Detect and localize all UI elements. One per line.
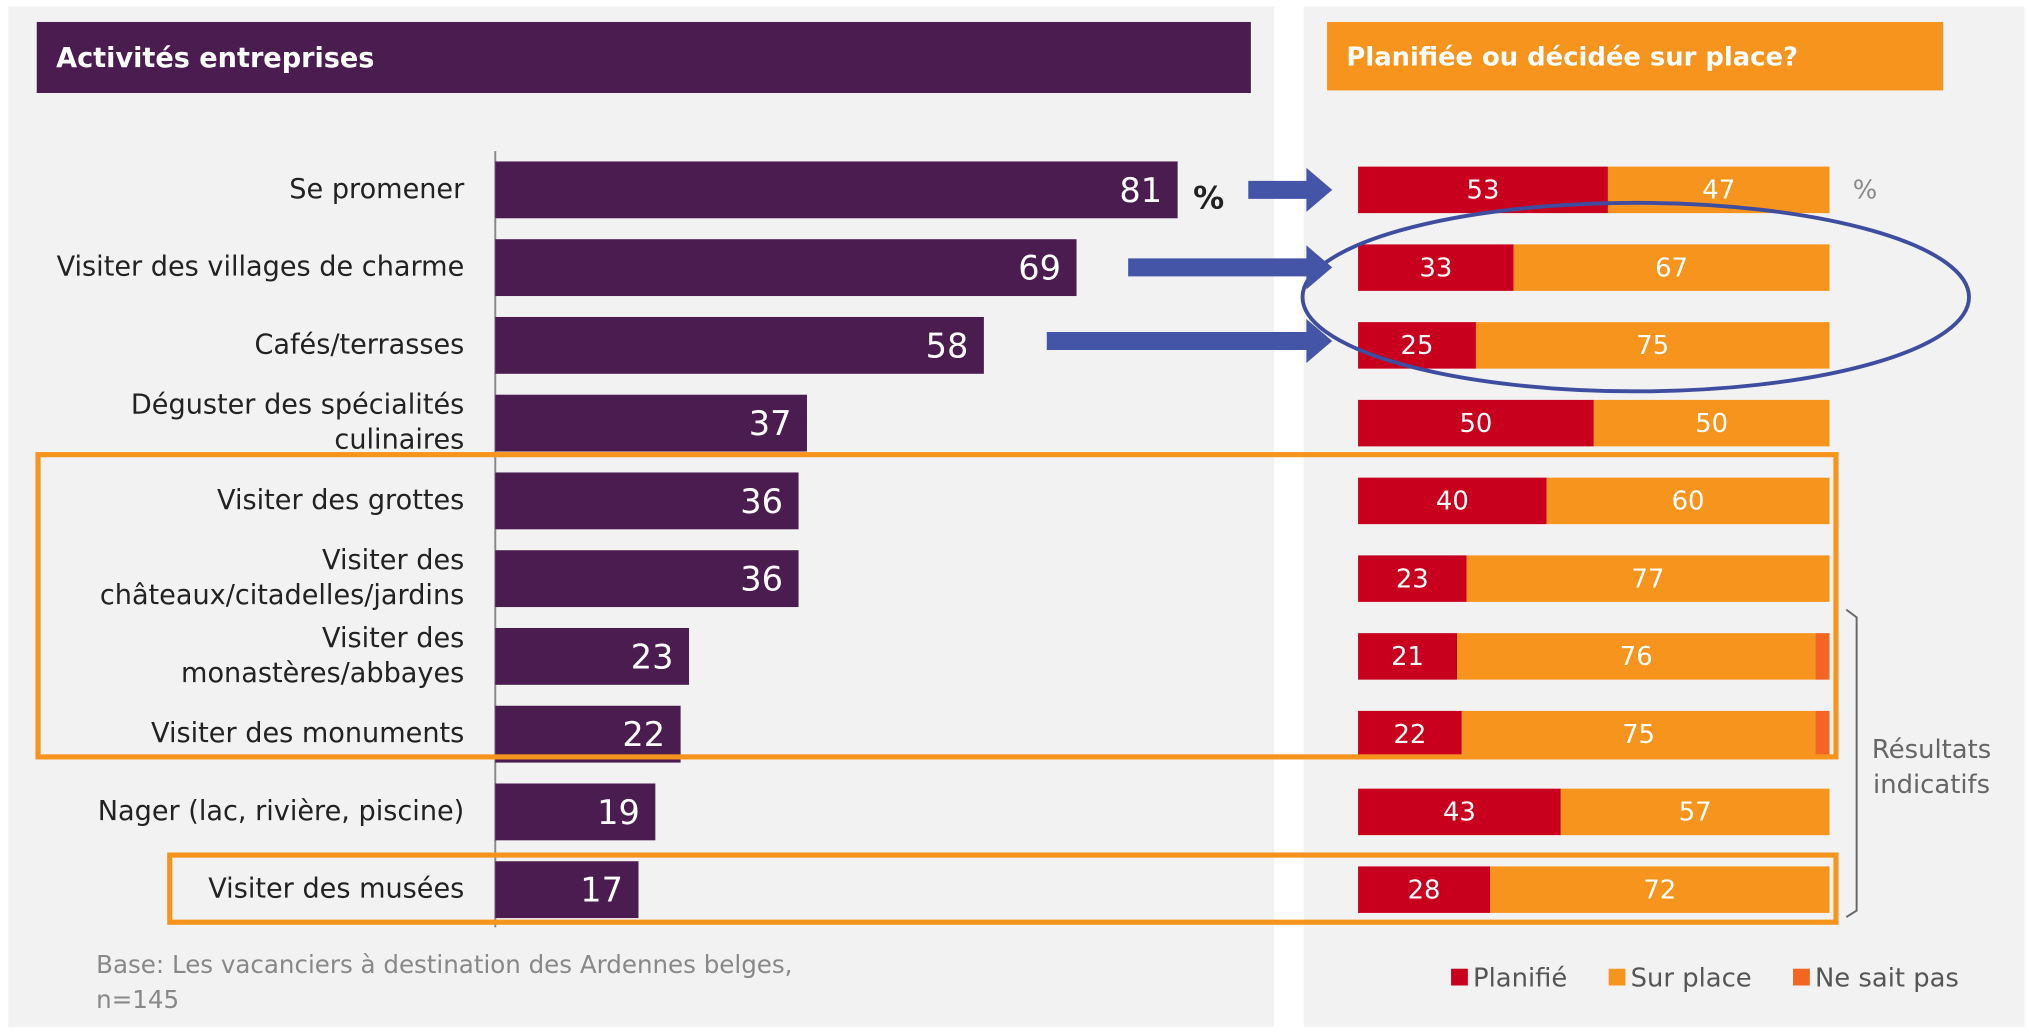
value-label: 75: [1636, 331, 1669, 361]
value-label: 28: [1408, 875, 1441, 905]
category-label: Visiter des monuments: [151, 718, 464, 749]
bar-segment: [1358, 633, 1458, 680]
bar-segment: [1358, 477, 1547, 525]
bar: [495, 316, 984, 374]
bar-segment: [1461, 710, 1816, 758]
highlight-box: [167, 852, 1839, 925]
highlight-box: [35, 452, 1839, 760]
category-label: Se promener: [289, 173, 465, 204]
bar-segment: [1358, 244, 1514, 291]
bar: [495, 861, 639, 919]
value-label: 22: [1393, 720, 1426, 750]
overlays: [35, 200, 1971, 925]
value-label: 23: [631, 637, 674, 676]
note: n=145: [96, 985, 179, 1014]
annotation: Résultats: [1872, 735, 1991, 765]
value-label: 58: [926, 326, 969, 365]
legend-label: Sur place: [1631, 964, 1752, 994]
value-label: 69: [1018, 249, 1061, 288]
value-label: 50: [1459, 409, 1492, 439]
bar: [495, 239, 1077, 297]
value-label: 22: [622, 715, 665, 754]
value-label: 19: [597, 793, 640, 832]
legend-swatch: [1793, 968, 1810, 986]
arrow: [1248, 167, 1333, 212]
legend-label: Planifié: [1473, 964, 1567, 994]
bar: [495, 550, 799, 608]
bar: [495, 783, 656, 841]
bar-segment: [1513, 244, 1830, 291]
bar-segment: [1358, 788, 1561, 836]
legend-swatch: [1451, 968, 1468, 986]
bar: [495, 161, 1178, 219]
value-label: 40: [1436, 487, 1469, 517]
bar-segment: [1490, 866, 1830, 913]
category-label: Visiter des châteaux/citadelles/jardins: [100, 545, 464, 611]
bracket: [1845, 608, 1858, 918]
value-label: 76: [1620, 642, 1653, 672]
bar-segment: [1358, 710, 1462, 758]
bar: [495, 627, 690, 685]
value-label: 53: [1467, 176, 1500, 206]
bar-segment: [1457, 633, 1816, 680]
category-label: Cafés/terrasses: [254, 329, 464, 360]
highlight-ellipse: [1300, 200, 1971, 394]
bar-segment: [1358, 866, 1491, 913]
annotation: indicatifs: [1873, 770, 1990, 800]
right-title: Planifiée ou décidée sur place?: [1346, 43, 1798, 73]
value-label: 36: [740, 482, 783, 521]
value-label: 21: [1391, 642, 1424, 672]
bar-segment: [1466, 555, 1830, 602]
bar-segment: [1593, 399, 1830, 447]
bar-segment: [1358, 399, 1594, 447]
bar: [495, 472, 799, 530]
value-label: 57: [1679, 798, 1712, 828]
category-label: Visiter des musées: [208, 873, 464, 904]
category-label: Visiter des grottes: [217, 484, 464, 515]
value-label: 47: [1702, 176, 1735, 206]
value-label: 81: [1119, 171, 1162, 210]
bar-segment: [1815, 710, 1830, 758]
unit-label: %: [1193, 181, 1224, 217]
value-label: 25: [1401, 331, 1434, 361]
value-label: 43: [1443, 798, 1476, 828]
value-label: 33: [1419, 253, 1452, 283]
legend-swatch: [1608, 968, 1626, 986]
bar-segment: [1560, 788, 1830, 836]
category-label: Visiter des monastères/abbayes: [181, 622, 464, 688]
bar: [495, 394, 807, 452]
bar: [495, 705, 681, 763]
arrow: [1046, 319, 1333, 363]
bar-segment: [1358, 555, 1467, 602]
marks: Se promener 81 % Visiter des villages de ch…: [57, 161, 1991, 1014]
bar-segment: [1475, 322, 1830, 369]
left-title: Activités entreprises: [56, 43, 374, 74]
note: Base: Les vacanciers à destination des A…: [96, 950, 792, 979]
value-label: 50: [1695, 409, 1728, 439]
arrow: [1128, 245, 1333, 290]
value-label: 75: [1622, 720, 1655, 750]
right-header: [1327, 21, 1944, 91]
value-label: 36: [740, 560, 783, 599]
value-label: 37: [749, 404, 792, 443]
category-label: Nager (lac, rivière, piscine): [98, 795, 465, 826]
value-label: 60: [1672, 487, 1705, 517]
value-label: 72: [1643, 875, 1676, 905]
value-label: 17: [580, 871, 623, 910]
unit-label: %: [1853, 176, 1878, 206]
arrows: [1046, 167, 1333, 363]
legend-label: Ne sait pas: [1815, 964, 1959, 994]
value-label: 77: [1632, 564, 1665, 594]
category-label: Déguster des spécialités culinaires: [131, 389, 464, 455]
bar-segment: [1546, 477, 1830, 525]
category-label: Visiter des villages de charme: [57, 251, 465, 282]
value-label: 67: [1655, 253, 1688, 283]
left-header: [36, 21, 1251, 93]
bar-segment: [1358, 322, 1476, 369]
bar-segment: [1815, 633, 1830, 680]
value-label: 23: [1396, 564, 1429, 594]
